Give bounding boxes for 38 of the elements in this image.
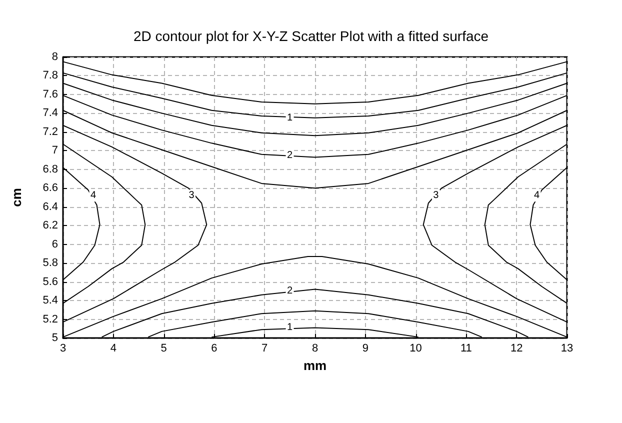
x-axis-title: mm bbox=[303, 358, 327, 373]
y-tick-label: 5.8 bbox=[42, 257, 58, 270]
y-tick-label: 7.8 bbox=[42, 70, 58, 82]
y-tick-label: 6.6 bbox=[42, 182, 58, 194]
x-tick-label: 4 bbox=[110, 342, 116, 354]
annotation: 2 bbox=[287, 150, 294, 161]
annotation: 2 bbox=[287, 286, 294, 297]
y-tick-label: 7.4 bbox=[42, 107, 58, 120]
y-tick-label: 7.6 bbox=[42, 88, 58, 100]
x-tick-label: 12 bbox=[510, 342, 523, 354]
x-tick-label: 6 bbox=[211, 342, 218, 354]
y-tick-label: 6.2 bbox=[42, 220, 58, 232]
x-tick-label: 10 bbox=[410, 342, 422, 354]
y-tick-label: 5.4 bbox=[42, 294, 58, 307]
y-tick-label: 8 bbox=[52, 51, 58, 63]
x-tick-label: 3 bbox=[60, 342, 66, 354]
annotation: 3 bbox=[433, 190, 440, 202]
annotation: 4 bbox=[534, 190, 540, 202]
y-tick-label: 7 bbox=[52, 144, 58, 157]
x-tick-label: 13 bbox=[560, 342, 574, 354]
x-tick-label: 8 bbox=[312, 342, 318, 354]
y-tick-label: 5.2 bbox=[42, 313, 58, 326]
annotation: 1 bbox=[287, 112, 294, 124]
y-tick-label: 5.6 bbox=[42, 276, 58, 288]
y-tick-label: 6 bbox=[52, 238, 58, 250]
y-tick-label: 5 bbox=[52, 332, 58, 344]
annotation: 3 bbox=[188, 190, 195, 202]
x-tick-label: 5 bbox=[160, 342, 167, 354]
y-tick-label: 7.2 bbox=[42, 126, 58, 138]
x-tick-label: 7 bbox=[262, 342, 268, 354]
x-tick-label: 11 bbox=[460, 342, 472, 354]
y-tick-label: 6.4 bbox=[42, 200, 58, 213]
y-tick-label: 6.8 bbox=[42, 163, 58, 176]
chart-title: 2D contour plot for X-Y-Z Scatter Plot with a fitted surface bbox=[133, 28, 489, 44]
annotation: 1 bbox=[287, 322, 294, 334]
annotation: 4 bbox=[90, 190, 96, 202]
y-axis-title: cm bbox=[9, 188, 24, 207]
x-tick-label: 9 bbox=[362, 342, 368, 354]
